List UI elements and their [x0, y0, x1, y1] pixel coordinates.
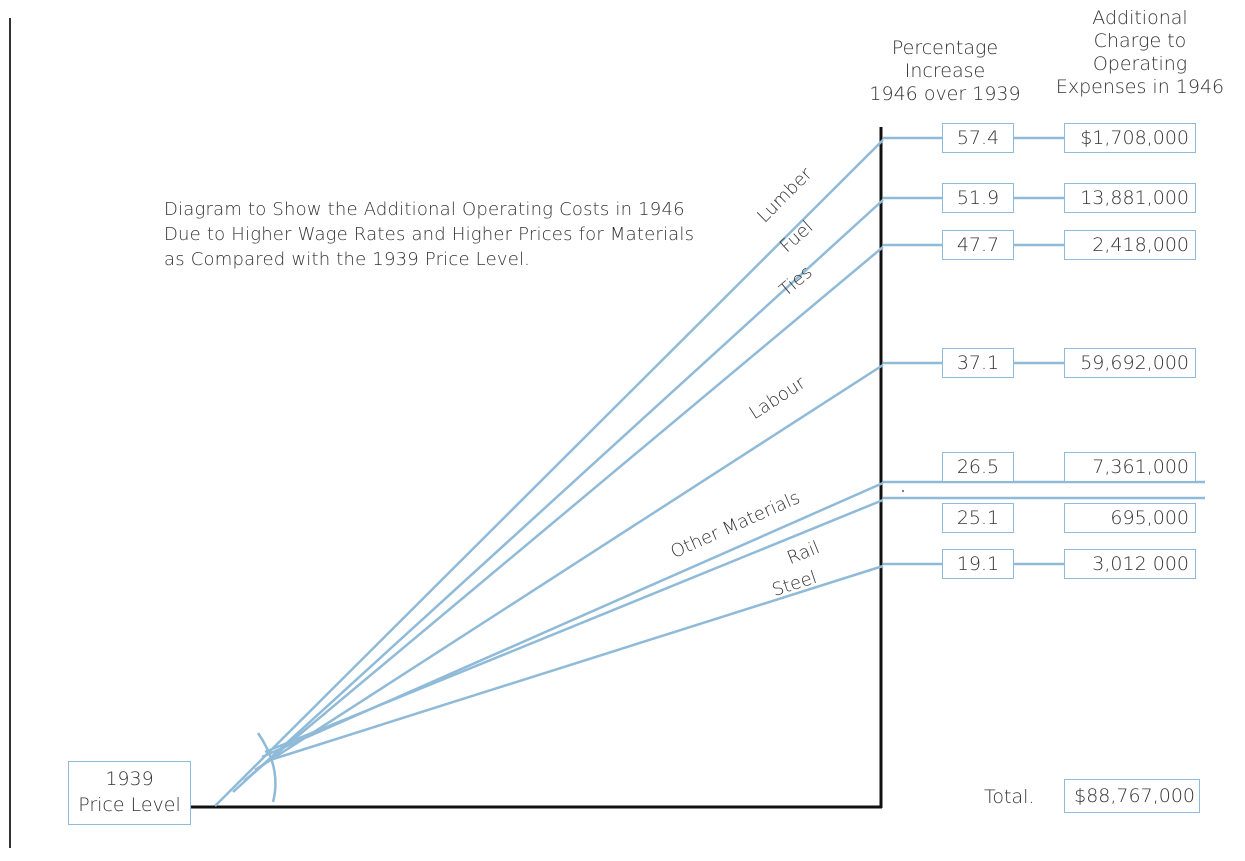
total-value-box: $88,767,000: [1064, 779, 1200, 813]
percent-box-labour: 37.1: [942, 348, 1014, 378]
charge-header-line: Operating: [1092, 53, 1188, 75]
percent-box-fuel: 51.9: [942, 183, 1014, 213]
base-price-level-box: 1939 Price Level: [68, 761, 191, 825]
percentage-header-line: Percentage: [891, 37, 999, 59]
percent-box-steel: 19.1: [942, 549, 1014, 579]
percent-box-rail: 25.1: [942, 503, 1014, 533]
base-label-line: 1939: [105, 768, 154, 790]
charge-box-other-materials: 7,361,000: [1064, 452, 1196, 482]
charge-header-line: Charge to: [1093, 30, 1187, 52]
charge-box-fuel: 13,881,000: [1064, 183, 1196, 213]
charge-box-labour: 59,692,000: [1064, 348, 1196, 378]
charge-box-lumber: $1,708,000: [1064, 123, 1196, 153]
charge-header: Additional Charge to Operating Expenses …: [1040, 7, 1240, 99]
title-line: Diagram to Show the Additional Operating…: [164, 199, 685, 220]
percentage-header-line: Increase: [904, 60, 986, 82]
title-line: Due to Higher Wage Rates and Higher Pric…: [164, 224, 695, 245]
charge-header-line: Additional: [1092, 7, 1188, 29]
line-steel: [269, 564, 884, 762]
percent-box-ties: 47.7: [942, 230, 1014, 260]
charge-box-rail: 695,000: [1064, 503, 1196, 533]
diagram-title: Diagram to Show the Additional Operating…: [164, 197, 694, 272]
percent-box-lumber: 57.4: [942, 123, 1014, 153]
line-ties: [243, 246, 884, 782]
charge-box-ties: 2,418,000: [1064, 230, 1196, 260]
percentage-header: Percentage Increase 1946 over 1939: [855, 37, 1035, 106]
charge-header-line: Expenses in 1946: [1055, 76, 1225, 98]
line-fuel: [232, 199, 884, 793]
charge-box-steel: 3,012 000: [1064, 549, 1196, 579]
line-labour: [254, 363, 884, 772]
base-label-line: Price Level: [78, 794, 181, 816]
title-line: as Compared with the 1939 Price Level.: [164, 249, 531, 270]
percentage-header-line: 1946 over 1939: [869, 83, 1021, 105]
line-rail: [264, 498, 884, 754]
total-label: Total.: [984, 786, 1035, 808]
line-lumber: [214, 139, 884, 807]
percent-box-other-materials: 26.5: [942, 452, 1014, 482]
angle-arc: [256, 732, 277, 803]
